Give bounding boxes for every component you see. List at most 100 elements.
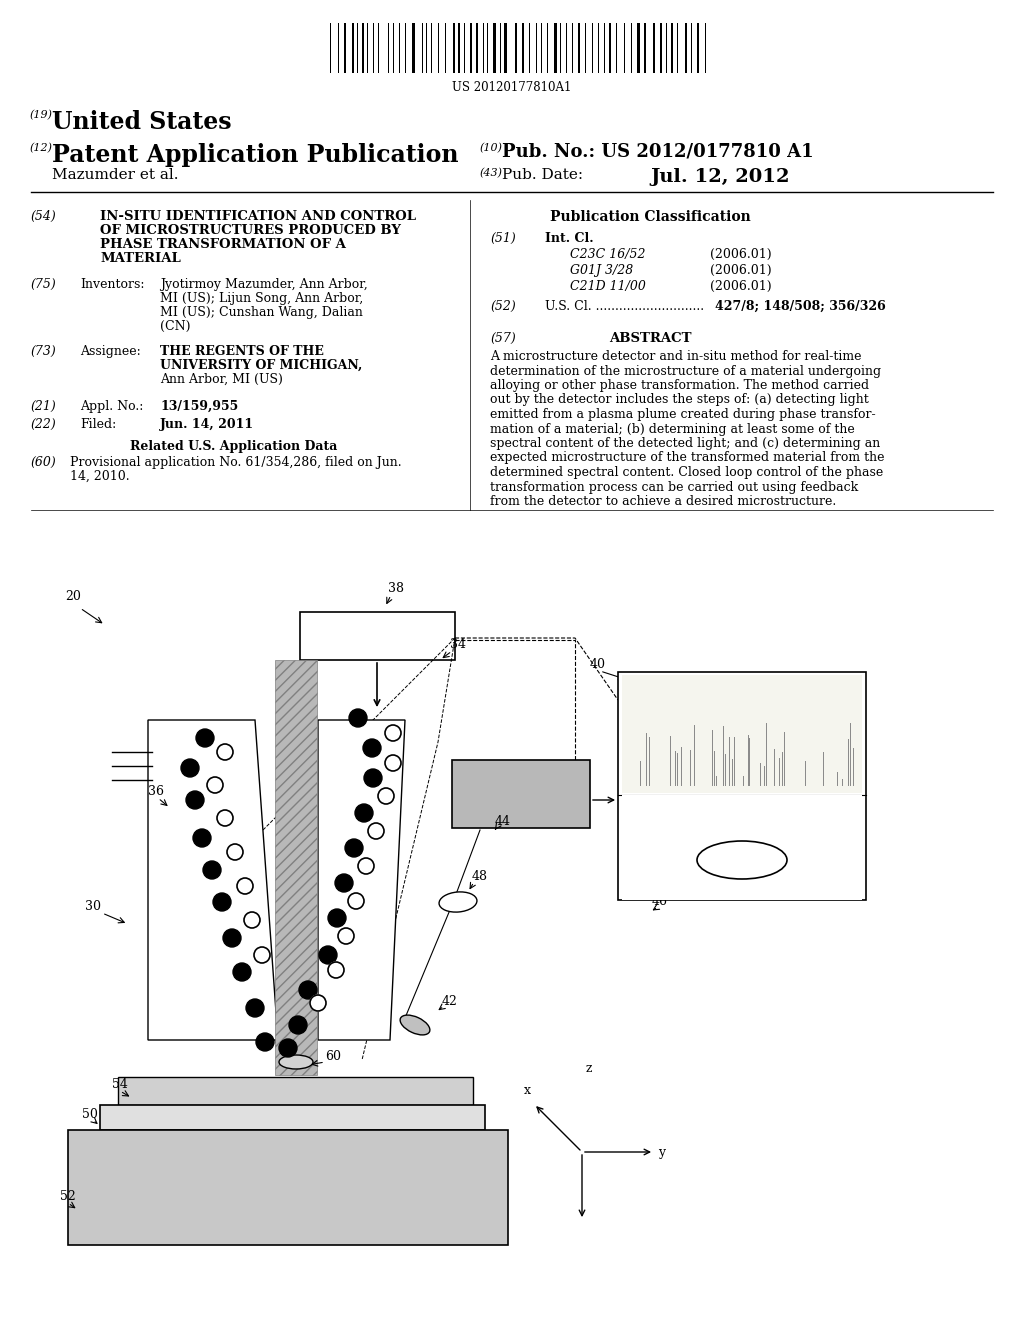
Text: (43): (43) [480, 168, 503, 178]
Circle shape [254, 946, 270, 964]
Bar [671, 22, 673, 73]
Circle shape [181, 759, 199, 777]
Bar [644, 22, 646, 73]
FancyBboxPatch shape [300, 612, 455, 660]
Bar [685, 22, 687, 73]
Text: Patent Application Publication: Patent Application Publication [52, 143, 459, 168]
Text: spectral content of the detected light; and (c) determining an: spectral content of the detected light; … [490, 437, 881, 450]
Text: 20: 20 [65, 590, 81, 603]
Circle shape [203, 861, 221, 879]
Polygon shape [318, 719, 406, 1040]
Text: 32: 32 [288, 663, 304, 675]
Text: ABSTRACT: ABSTRACT [608, 333, 691, 345]
Circle shape [196, 729, 214, 747]
Text: (CN): (CN) [160, 319, 190, 333]
Circle shape [256, 1034, 274, 1051]
Text: C23C 16/52: C23C 16/52 [570, 248, 645, 261]
Text: Pub. Date:: Pub. Date: [502, 168, 583, 182]
Text: A microstructure detector and in-situ method for real-time: A microstructure detector and in-situ me… [490, 350, 861, 363]
Circle shape [345, 840, 362, 857]
Text: (19): (19) [30, 110, 53, 120]
Text: Appl. No.:: Appl. No.: [80, 400, 143, 413]
Bar [578, 22, 580, 73]
Text: 38: 38 [388, 582, 404, 595]
Text: determination of the microstructure of a material undergoing: determination of the microstructure of a… [490, 364, 881, 378]
Circle shape [279, 1039, 297, 1057]
Text: PHASE TRANSFORMATION OF A: PHASE TRANSFORMATION OF A [100, 238, 346, 251]
Text: 13/159,955: 13/159,955 [160, 400, 239, 413]
Circle shape [364, 770, 382, 787]
Ellipse shape [697, 841, 787, 879]
Text: Int. Cl.: Int. Cl. [545, 232, 594, 246]
Text: MI (US); Cunshan Wang, Dalian: MI (US); Cunshan Wang, Dalian [160, 306, 362, 319]
Text: OF MICROSTRUCTURES PRODUCED BY: OF MICROSTRUCTURES PRODUCED BY [100, 224, 401, 238]
Text: 427/8; 148/508; 356/326: 427/8; 148/508; 356/326 [715, 300, 886, 313]
Bar [622, 795, 862, 900]
Bar [452, 760, 590, 828]
Circle shape [368, 822, 384, 840]
Circle shape [385, 755, 401, 771]
Text: IN-SITU IDENTIFICATION AND CONTROL: IN-SITU IDENTIFICATION AND CONTROL [100, 210, 416, 223]
Text: from the detector to achieve a desired microstructure.: from the detector to achieve a desired m… [490, 495, 837, 508]
Ellipse shape [400, 1015, 430, 1035]
Text: 34: 34 [450, 638, 466, 651]
Bar [653, 22, 655, 73]
Circle shape [193, 829, 211, 847]
Text: Jul. 12, 2012: Jul. 12, 2012 [650, 168, 790, 186]
Text: (73): (73) [30, 345, 55, 358]
Text: Jun. 14, 2011: Jun. 14, 2011 [160, 418, 254, 432]
Bar [697, 22, 699, 73]
Text: (21): (21) [30, 400, 55, 413]
Text: Pub. No.: US 2012/0177810 A1: Pub. No.: US 2012/0177810 A1 [502, 143, 814, 161]
Bar [118, 1077, 473, 1105]
Bar [476, 22, 478, 73]
Text: y: y [658, 1146, 666, 1159]
Bar [470, 22, 472, 73]
Text: 50: 50 [82, 1107, 98, 1121]
Bar [275, 660, 317, 1074]
Circle shape [338, 928, 354, 944]
Text: Related U.S. Application Data: Related U.S. Application Data [130, 440, 337, 453]
Text: (54): (54) [30, 210, 55, 223]
Text: UNIVERSITY OF MICHIGAN,: UNIVERSITY OF MICHIGAN, [160, 359, 362, 372]
Text: Mazumder et al.: Mazumder et al. [52, 168, 178, 182]
Text: 36: 36 [148, 785, 164, 799]
Bar [458, 22, 460, 73]
Bar [100, 1105, 485, 1130]
Text: Filed:: Filed: [80, 418, 117, 432]
Circle shape [246, 999, 264, 1016]
Bar [609, 22, 611, 73]
Text: 54: 54 [112, 1078, 128, 1092]
Text: (60): (60) [30, 455, 55, 469]
Bar [618, 672, 866, 900]
Text: (51): (51) [490, 232, 516, 246]
Text: (75): (75) [30, 279, 55, 290]
Bar [68, 1130, 508, 1245]
Bar [493, 22, 496, 73]
Circle shape [348, 894, 364, 909]
Text: (2006.01): (2006.01) [710, 280, 772, 293]
Circle shape [207, 777, 223, 793]
Text: emitted from a plasma plume created during phase transfor-: emitted from a plasma plume created duri… [490, 408, 876, 421]
Circle shape [223, 929, 241, 946]
Bar [622, 675, 862, 793]
Text: THE REGENTS OF THE: THE REGENTS OF THE [160, 345, 324, 358]
Bar [412, 22, 415, 73]
Circle shape [328, 909, 346, 927]
Bar [554, 22, 557, 73]
Text: transformation process can be carried out using feedback: transformation process can be carried ou… [490, 480, 858, 494]
Text: MATERIAL: MATERIAL [100, 252, 181, 265]
Circle shape [358, 858, 374, 874]
Bar [352, 22, 354, 73]
Bar [660, 22, 662, 73]
Circle shape [355, 804, 373, 822]
Circle shape [299, 981, 317, 999]
Text: (22): (22) [30, 418, 55, 432]
Circle shape [328, 962, 344, 978]
Text: Jyotirmoy Mazumder, Ann Arbor,: Jyotirmoy Mazumder, Ann Arbor, [160, 279, 368, 290]
Text: 14, 2010.: 14, 2010. [70, 470, 130, 483]
Text: U.S. Cl. ............................: U.S. Cl. ............................ [545, 300, 705, 313]
Circle shape [213, 894, 231, 911]
Circle shape [385, 725, 401, 741]
Text: C21D 11/00: C21D 11/00 [570, 280, 646, 293]
